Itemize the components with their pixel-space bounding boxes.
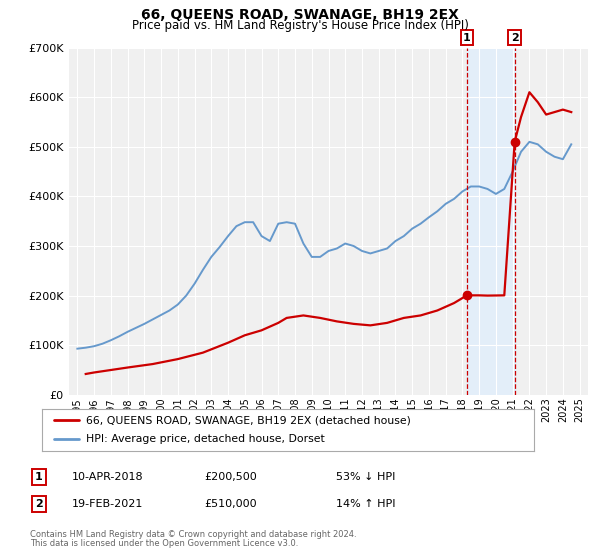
Text: £510,000: £510,000 [204,499,257,509]
Text: 14% ↑ HPI: 14% ↑ HPI [336,499,395,509]
Text: Price paid vs. HM Land Registry's House Price Index (HPI): Price paid vs. HM Land Registry's House … [131,19,469,32]
Text: 53% ↓ HPI: 53% ↓ HPI [336,472,395,482]
Text: 1: 1 [463,32,471,43]
Text: 66, QUEENS ROAD, SWANAGE, BH19 2EX (detached house): 66, QUEENS ROAD, SWANAGE, BH19 2EX (deta… [86,415,411,425]
Text: 10-APR-2018: 10-APR-2018 [72,472,143,482]
Text: Contains HM Land Registry data © Crown copyright and database right 2024.: Contains HM Land Registry data © Crown c… [30,530,356,539]
Text: This data is licensed under the Open Government Licence v3.0.: This data is licensed under the Open Gov… [30,539,298,548]
Text: 1: 1 [35,472,43,482]
Text: HPI: Average price, detached house, Dorset: HPI: Average price, detached house, Dors… [86,435,325,445]
Text: £200,500: £200,500 [204,472,257,482]
Bar [467,48,515,395]
Text: 2: 2 [511,32,518,43]
Text: 19-FEB-2021: 19-FEB-2021 [72,499,143,509]
Text: 66, QUEENS ROAD, SWANAGE, BH19 2EX: 66, QUEENS ROAD, SWANAGE, BH19 2EX [141,8,459,22]
Text: 2: 2 [35,499,43,509]
